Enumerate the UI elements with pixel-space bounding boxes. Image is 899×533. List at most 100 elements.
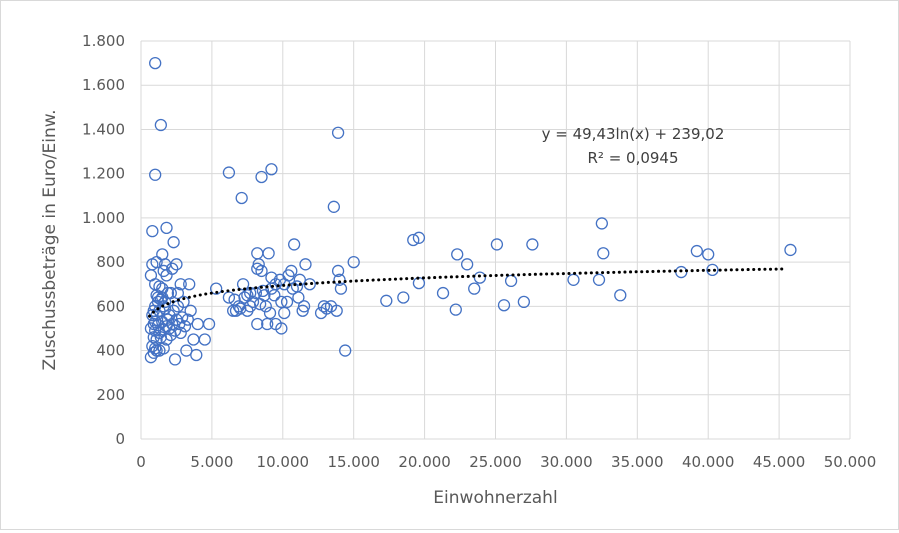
- data-point: [158, 302, 172, 315]
- data-point: [252, 258, 265, 271]
- data-point: [286, 282, 299, 295]
- data-point: [149, 315, 162, 328]
- data-point: [690, 244, 704, 258]
- data-point: [330, 304, 343, 317]
- data-point: [278, 306, 291, 320]
- data-point: [167, 304, 180, 317]
- x-tick-label: 10.000: [257, 453, 310, 471]
- data-point: [296, 304, 309, 317]
- data-point: [241, 304, 254, 317]
- x-tick-label: 30.000: [540, 453, 593, 471]
- data-point: [504, 274, 518, 288]
- data-point: [161, 313, 175, 326]
- data-point: [149, 168, 162, 181]
- data-point: [468, 282, 481, 295]
- x-tick-label: 40.000: [682, 453, 735, 471]
- data-point: [473, 271, 487, 284]
- data-point: [187, 333, 200, 346]
- y-tick-label: 0: [115, 430, 125, 448]
- data-points: [144, 56, 797, 366]
- x-axis-title: Einwohnerzahl: [433, 488, 557, 508]
- data-point: [347, 255, 360, 269]
- data-point: [333, 273, 346, 286]
- data-point: [146, 225, 159, 238]
- data-point: [265, 282, 278, 295]
- data-point: [175, 311, 189, 324]
- data-point: [567, 273, 580, 286]
- x-tick-label: 15.000: [327, 453, 380, 471]
- data-point: [592, 273, 606, 286]
- data-point: [235, 191, 248, 205]
- trendline: [148, 267, 788, 318]
- data-point: [702, 248, 715, 261]
- data-point: [517, 295, 531, 309]
- data-point: [151, 291, 165, 304]
- data-point: [262, 247, 275, 260]
- data-point: [251, 247, 264, 260]
- data-point: [280, 295, 294, 309]
- x-tick-label: 50.000: [824, 453, 877, 471]
- data-point: [163, 322, 176, 335]
- data-point: [334, 282, 348, 295]
- data-point: [157, 342, 170, 355]
- data-point: [595, 217, 608, 230]
- y-tick-label: 1.600: [82, 76, 125, 94]
- data-point: [168, 324, 182, 337]
- data-point: [449, 303, 462, 316]
- data-point: [784, 243, 797, 257]
- data-point: [259, 300, 272, 313]
- x-tick-label: 45.000: [753, 453, 806, 471]
- data-point: [198, 333, 211, 346]
- data-point: [263, 306, 277, 320]
- data-point: [166, 262, 179, 275]
- data-point: [614, 289, 627, 302]
- data-point: [160, 333, 173, 346]
- data-point: [303, 278, 316, 291]
- data-point: [146, 258, 159, 271]
- data-point: [180, 344, 193, 357]
- data-point: [177, 295, 190, 309]
- data-point: [183, 278, 196, 291]
- data-point: [265, 163, 278, 176]
- data-point: [251, 317, 264, 331]
- data-point: [256, 284, 270, 298]
- data-point: [253, 297, 267, 311]
- data-point: [331, 126, 345, 139]
- data-point: [436, 286, 450, 300]
- y-tick-label: 1.000: [82, 209, 125, 227]
- data-point: [380, 294, 393, 307]
- x-tick-label: 20.000: [398, 453, 451, 471]
- data-point: [146, 309, 159, 322]
- data-point: [275, 295, 288, 309]
- data-point: [255, 264, 268, 278]
- data-point: [261, 317, 274, 331]
- y-tick-label: 1.400: [82, 120, 125, 138]
- data-point: [597, 247, 610, 260]
- data-point: [173, 317, 186, 331]
- gridlines: [140, 40, 851, 440]
- data-point: [460, 258, 474, 271]
- x-tick-label: 25.000: [469, 453, 522, 471]
- data-point: [255, 170, 268, 184]
- trendline-equation: y = 49,43ln(x) + 239,02: [542, 125, 725, 143]
- data-point: [497, 299, 511, 312]
- data-point: [451, 248, 464, 261]
- data-point: [275, 322, 288, 335]
- data-point: [164, 328, 177, 342]
- data-point: [317, 300, 331, 313]
- data-point: [184, 304, 197, 317]
- data-point: [174, 278, 187, 291]
- data-point: [268, 289, 281, 302]
- data-point: [149, 56, 162, 70]
- data-point: [157, 264, 170, 278]
- data-point: [397, 291, 410, 304]
- data-point: [167, 236, 180, 249]
- trendline-r-squared: R² = 0,0945: [587, 149, 678, 167]
- axes: 0 200 400 600 800 1.000 1.200 1.400 1.600 1.800 0 5…: [82, 32, 876, 471]
- data-point: [706, 263, 719, 277]
- data-point: [210, 282, 223, 295]
- data-point: [407, 233, 420, 247]
- y-tick-label: 600: [96, 297, 125, 315]
